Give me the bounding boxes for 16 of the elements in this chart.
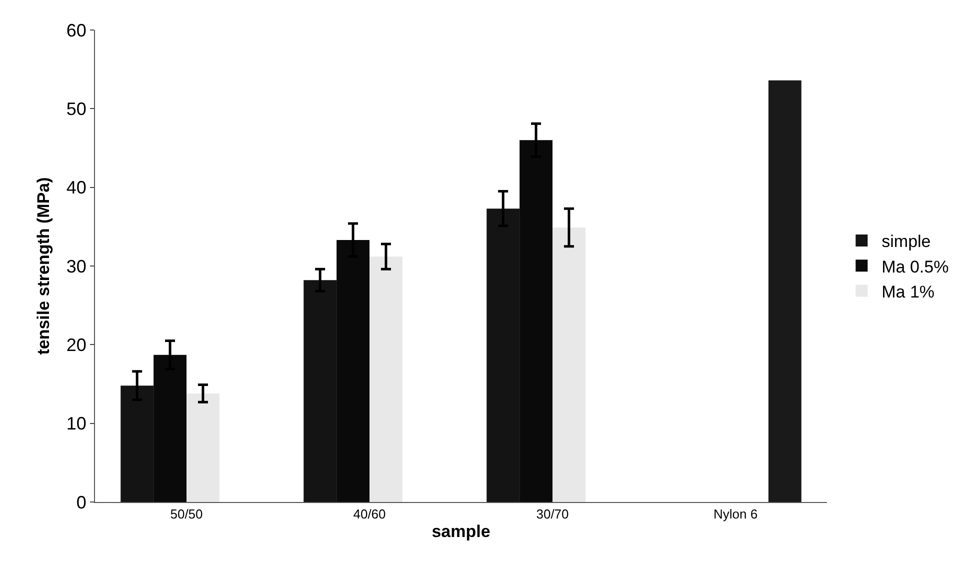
- y-tick-label: 60: [66, 20, 86, 40]
- legend-label: Ma 0.5%: [882, 257, 949, 276]
- y-tick-label: 50: [66, 98, 86, 119]
- x-tick-label: 40/60: [353, 506, 386, 522]
- x-tick-label: 30/70: [536, 506, 569, 522]
- y-tick-label: 20: [66, 334, 86, 355]
- y-tick-label: 0: [76, 492, 86, 512]
- y-axis-title: tensile strength (MPa): [34, 177, 53, 355]
- x-tick-label: Nylon 6: [713, 506, 758, 522]
- y-tick-label: 40: [66, 178, 86, 198]
- y-tick-label: 10: [66, 414, 86, 434]
- legend-label: Ma 1%: [882, 282, 935, 302]
- x-tick-label: 50/50: [170, 506, 203, 522]
- y-tick-label: 30: [66, 256, 86, 276]
- x-axis-title: sample: [432, 522, 490, 541]
- legend-label: simple: [882, 232, 931, 252]
